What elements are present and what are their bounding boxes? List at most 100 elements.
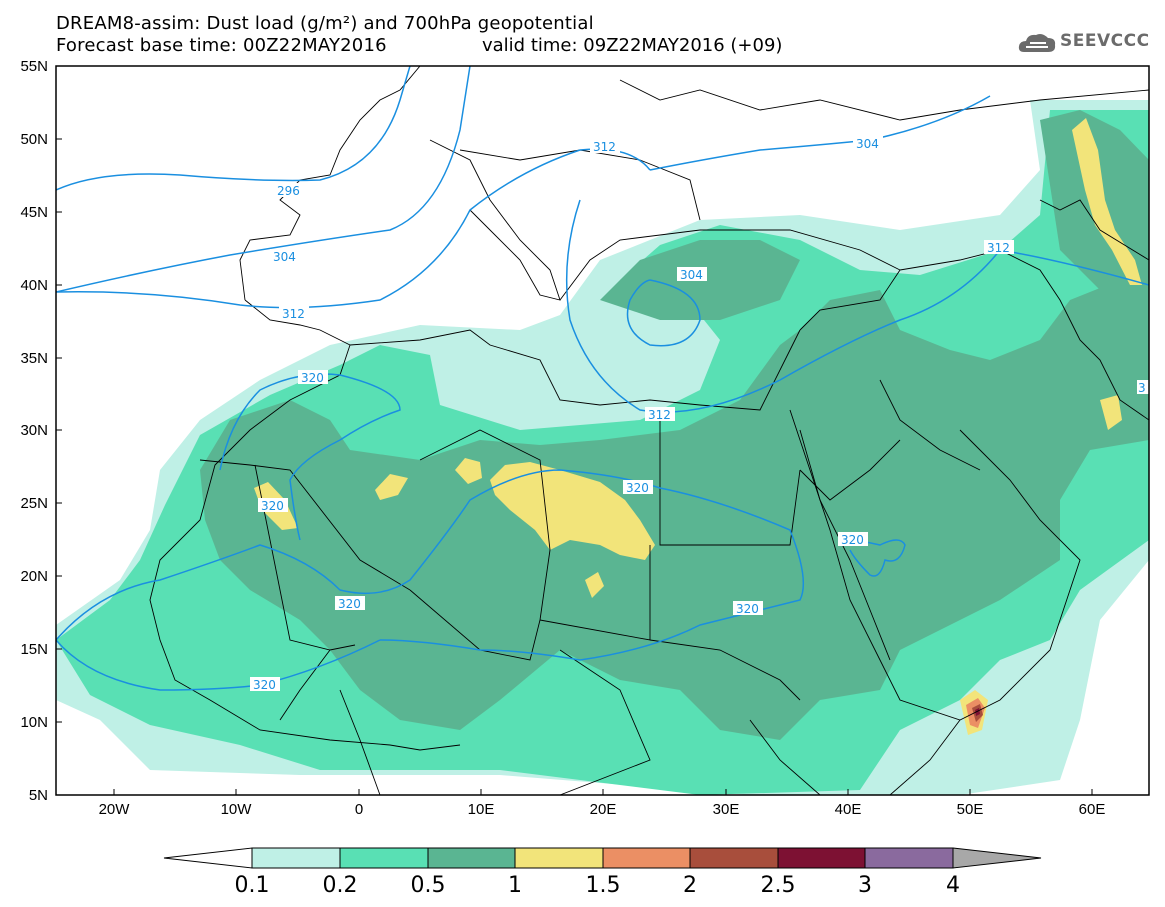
colorbar-label: 1 <box>508 873 522 898</box>
colorbar-swatch <box>514 847 604 869</box>
colorbar-low-arrow <box>163 847 253 869</box>
lat-label: 40N <box>20 277 48 294</box>
lat-label: 50N <box>20 131 48 148</box>
forecast-base-time: Forecast base time: 00Z22MAY2016 <box>56 35 387 56</box>
colorbar-label: 2.5 <box>761 873 796 898</box>
colorbar-label: 3 <box>858 873 872 898</box>
lat-label: 20N <box>20 568 48 585</box>
latitude-labels: 55N 50N 45N 40N 35N 30N 25N 20N 15N 10N … <box>20 58 48 804</box>
contour-label: 304 <box>270 249 300 264</box>
colorbar-swatch <box>251 847 341 869</box>
lat-label: 45N <box>20 204 48 221</box>
colorbar-swatch <box>602 847 691 869</box>
contour-label: 312 <box>984 240 1014 255</box>
colorbar-swatch <box>777 847 866 869</box>
tick-marks <box>56 138 1093 795</box>
logo-text: SEEVCCC <box>1060 31 1150 51</box>
cloud-icon <box>1018 34 1056 52</box>
lat-label: 55N <box>20 58 48 75</box>
contour-label: 312 <box>645 407 675 422</box>
contour-label: 320 <box>838 532 868 547</box>
contour-304-loop <box>626 279 701 347</box>
dust-level-1 <box>490 462 655 560</box>
contour-label: 3 <box>1137 380 1149 395</box>
svg-text:312: 312 <box>282 307 305 321</box>
svg-text:312: 312 <box>648 408 671 422</box>
colorbar-label: 0.2 <box>323 873 358 898</box>
lat-label: 30N <box>20 422 48 439</box>
contour-label: 320 <box>258 498 288 513</box>
geopotential-contours <box>56 66 1149 691</box>
contour-label: 320 <box>733 601 763 616</box>
dust-level-1b <box>455 458 482 484</box>
dust-level-1f <box>1072 118 1142 285</box>
contour-label: 320 <box>623 480 653 495</box>
dust-level-1e <box>585 572 604 598</box>
contour-304-west <box>56 66 471 293</box>
svg-text:320: 320 <box>261 499 284 513</box>
colorbar-label: 1.5 <box>586 873 621 898</box>
dust-level-1g <box>1100 395 1122 430</box>
svg-text:312: 312 <box>987 241 1010 255</box>
svg-text:320: 320 <box>841 533 864 547</box>
dust-level-0.5 <box>200 280 1149 740</box>
contour-312-west <box>56 148 651 309</box>
coastlines <box>149 66 1149 795</box>
colorbar-swatch <box>864 847 954 869</box>
contour-label: 320 <box>250 677 280 692</box>
lon-label: 10E <box>468 801 495 818</box>
lon-label: 60E <box>1079 801 1106 818</box>
contour-label: 320 <box>335 596 365 611</box>
svg-text:304: 304 <box>856 137 879 151</box>
contour-320-south <box>56 639 381 691</box>
contour-label: 304 <box>677 267 707 282</box>
contour-296 <box>56 66 411 191</box>
contour-312-east <box>649 95 991 171</box>
lon-label: 40E <box>835 801 862 818</box>
svg-text:320: 320 <box>253 678 276 692</box>
colorbar-swatch <box>339 847 429 869</box>
svg-text:320: 320 <box>338 597 361 611</box>
contour-label: 320 <box>298 370 328 385</box>
lat-label: 35N <box>20 350 48 367</box>
valid-time: valid time: 09Z22MAY2016 (+09) <box>482 35 783 56</box>
svg-text:296: 296 <box>277 184 300 198</box>
lon-label: 10W <box>221 801 253 818</box>
lon-label: 30E <box>713 801 740 818</box>
lon-label: 0 <box>355 801 363 818</box>
dust-fields <box>56 100 1149 795</box>
colorbar-swatch <box>427 847 516 869</box>
dust-level-2.5 <box>975 708 980 716</box>
svg-text:312: 312 <box>593 140 616 154</box>
longitude-labels: 20W 10W 0 10E 20E 30E 40E 50E 60E <box>99 801 1106 818</box>
svg-text:320: 320 <box>301 371 324 385</box>
colorbar-label: 4 <box>946 873 960 898</box>
contour-320-main <box>56 469 805 661</box>
svg-text:304: 304 <box>680 268 703 282</box>
lon-label: 20W <box>99 801 131 818</box>
svg-text:304: 304 <box>273 250 296 264</box>
svg-text:3: 3 <box>1138 381 1146 395</box>
contour-labels: 296 304 312 312 304 312 304 320 312 320 … <box>250 136 1149 692</box>
dust-level-1c <box>375 474 408 500</box>
svg-text:320: 320 <box>626 481 649 495</box>
lat-label: 15N <box>20 641 48 658</box>
colorbar-swatch <box>689 847 779 869</box>
svg-text:320: 320 <box>736 602 759 616</box>
lat-label: 10N <box>20 714 48 731</box>
colorbar <box>163 847 1042 869</box>
contour-label: 296 <box>274 183 304 198</box>
colorbar-label: 0.1 <box>235 873 270 898</box>
colorbar-label: 0.5 <box>411 873 446 898</box>
contour-label: 312 <box>279 306 309 321</box>
colorbar-labels: 0.1 0.2 0.5 1 1.5 2 2.5 3 4 <box>235 873 961 898</box>
lon-label: 50E <box>957 801 984 818</box>
lat-label: 25N <box>20 495 48 512</box>
contour-320-north <box>219 373 401 541</box>
colorbar-high-arrow <box>952 847 1042 869</box>
map-title: DREAM8-assim: Dust load (g/m²) and 700hP… <box>56 13 594 34</box>
colorbar-label: 2 <box>683 873 697 898</box>
lon-label: 20E <box>590 801 617 818</box>
contour-label: 312 <box>590 139 620 154</box>
